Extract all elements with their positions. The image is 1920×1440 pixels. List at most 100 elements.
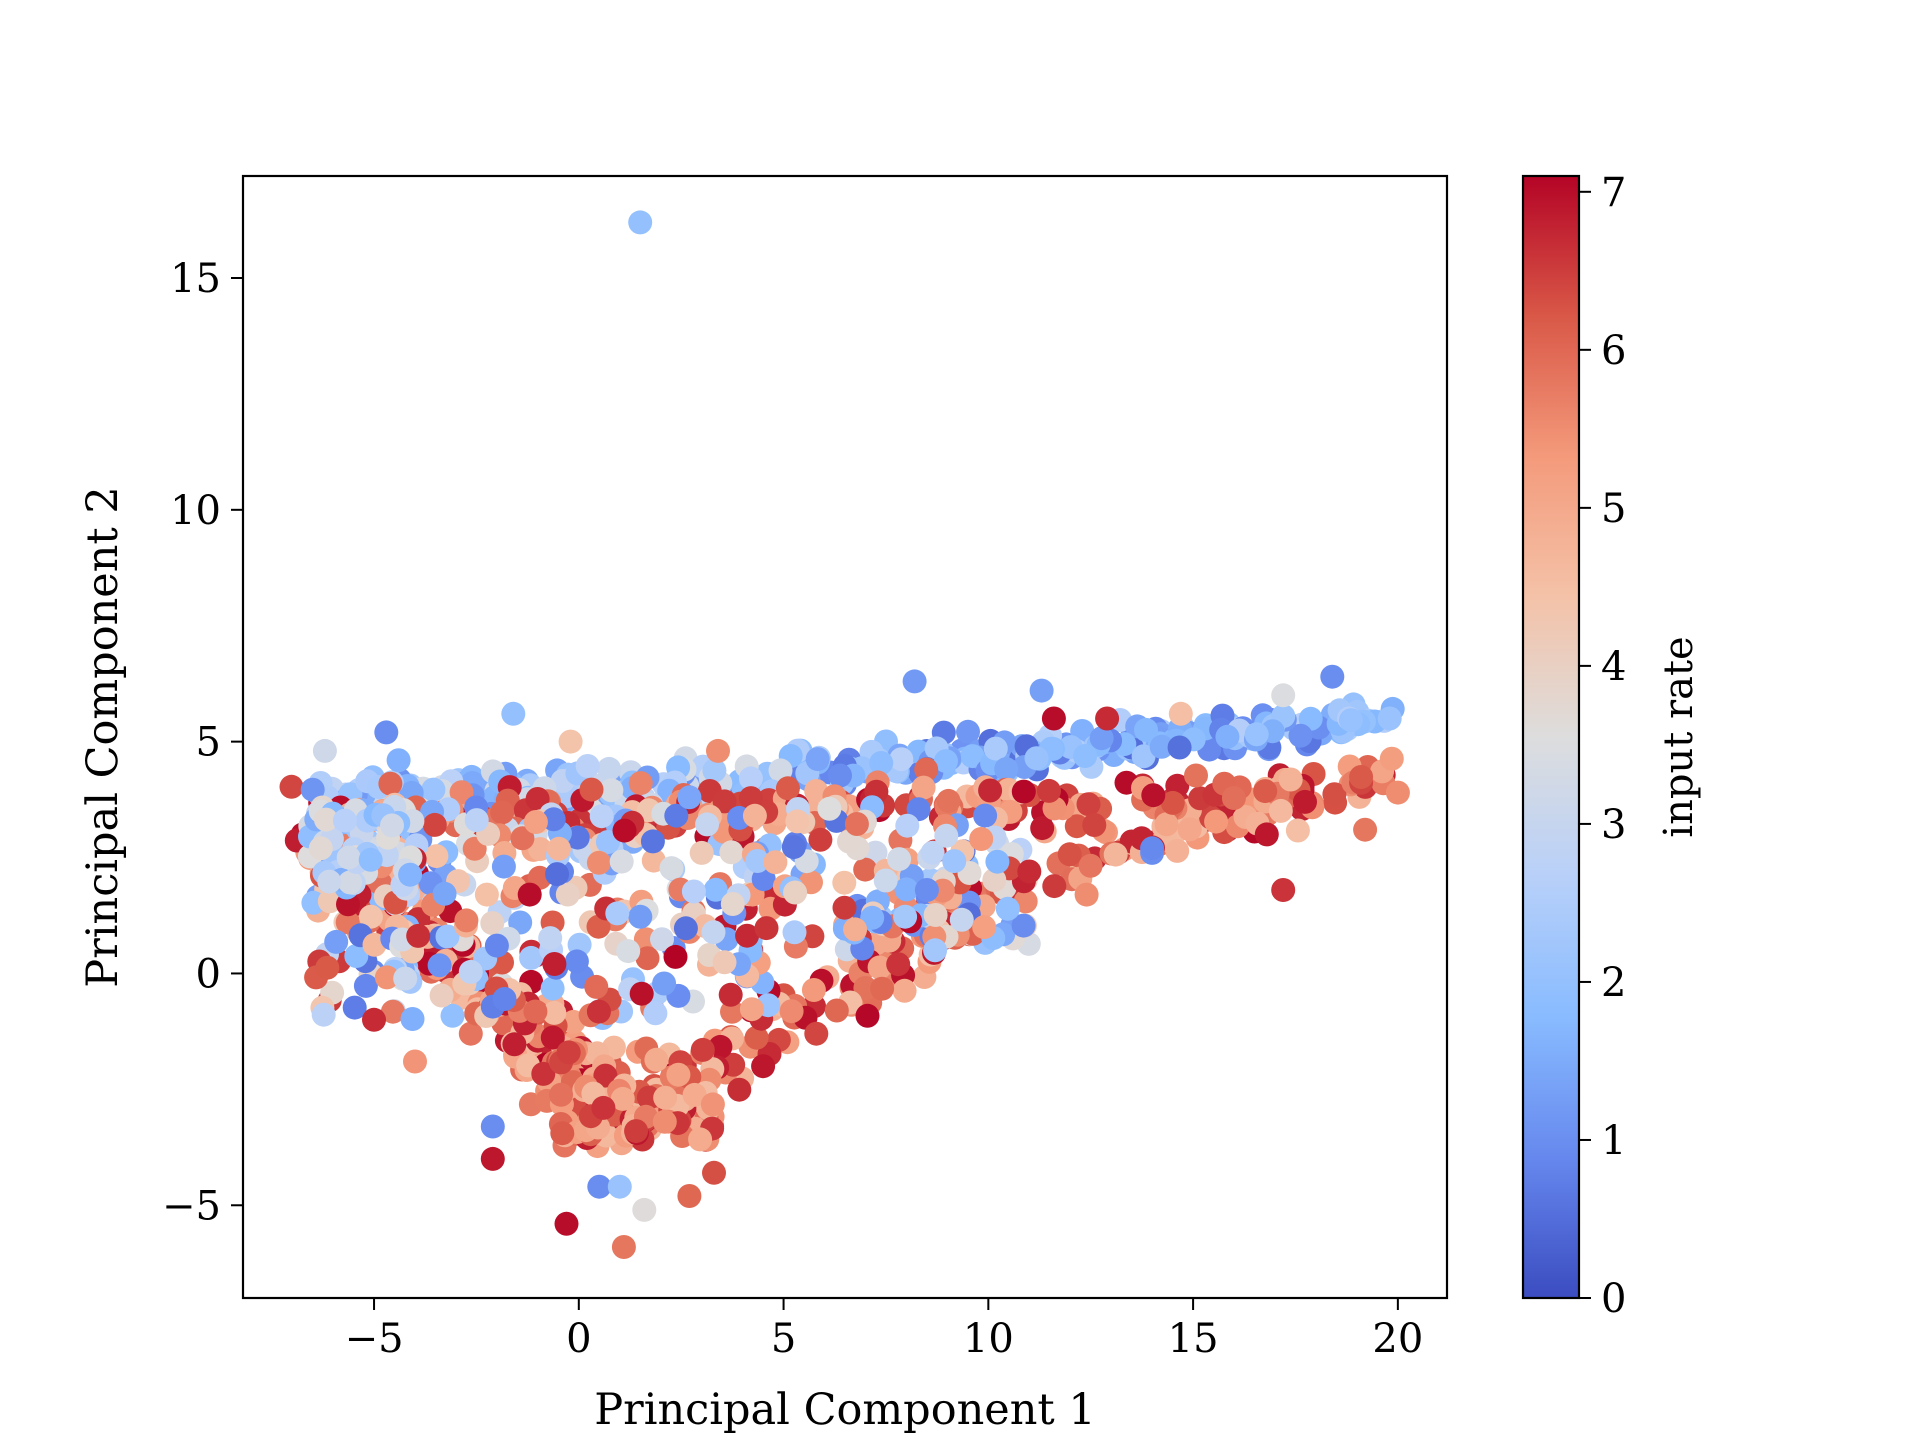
scatter-point bbox=[978, 778, 1003, 803]
scatter-point bbox=[1134, 717, 1158, 742]
scatter-point bbox=[635, 946, 660, 971]
scatter-point bbox=[895, 813, 920, 838]
scatter-point bbox=[914, 757, 939, 782]
x-tick-label: 20 bbox=[1372, 1316, 1423, 1362]
scatter-point bbox=[429, 983, 454, 1008]
scatter-point bbox=[663, 944, 688, 969]
scatter-point bbox=[616, 939, 641, 964]
scatter-point bbox=[501, 701, 526, 726]
scatter-point bbox=[1011, 779, 1036, 804]
scatter-point bbox=[985, 849, 1010, 874]
scatter-point bbox=[817, 796, 842, 821]
scatter-point bbox=[491, 854, 516, 879]
scatter-point bbox=[1141, 783, 1166, 808]
scatter-point bbox=[558, 729, 583, 754]
scatter-point bbox=[490, 800, 515, 825]
scatter-point bbox=[464, 808, 489, 833]
scatter-point bbox=[1268, 798, 1293, 823]
colorbar-tick-label: 0 bbox=[1601, 1276, 1626, 1322]
scatter-point bbox=[775, 776, 800, 801]
scatter-point bbox=[317, 889, 342, 914]
scatter-point bbox=[712, 950, 737, 975]
scatter-point bbox=[972, 915, 997, 940]
scatter-point bbox=[427, 953, 452, 978]
colorbar-title: input rate bbox=[1656, 636, 1702, 837]
scatter-point bbox=[973, 803, 998, 828]
scatter-point bbox=[892, 978, 917, 1003]
scatter-point bbox=[1057, 842, 1082, 867]
scatter-point bbox=[403, 1049, 427, 1074]
scatter-point bbox=[480, 1146, 505, 1171]
scatter-point bbox=[701, 920, 726, 945]
y-tick-label: 10 bbox=[170, 488, 221, 534]
scatter-point bbox=[308, 836, 333, 861]
scatter-point bbox=[653, 1085, 678, 1110]
scatter-point bbox=[870, 976, 895, 1001]
scatter-point bbox=[1177, 817, 1202, 842]
scatter-point bbox=[386, 748, 411, 773]
scatter-point bbox=[1154, 812, 1179, 837]
scatter-point bbox=[666, 1062, 691, 1087]
colorbar-tick-label: 4 bbox=[1601, 644, 1626, 690]
scatter-point bbox=[523, 810, 548, 834]
scatter-point bbox=[599, 778, 624, 803]
scatter-point bbox=[781, 835, 806, 860]
x-tick-label: 15 bbox=[1168, 1316, 1219, 1362]
scatter-point bbox=[628, 210, 653, 235]
scatter-point bbox=[440, 1003, 465, 1028]
scatter-point bbox=[824, 998, 849, 1023]
scatter-point bbox=[531, 1061, 556, 1086]
scatter-point bbox=[1385, 780, 1410, 805]
scatter-point bbox=[362, 1007, 386, 1032]
scatter-point bbox=[300, 777, 325, 802]
scatter-point bbox=[886, 952, 911, 977]
scatter-point bbox=[681, 879, 706, 904]
scatter-point bbox=[1030, 816, 1055, 841]
scatter-point bbox=[422, 812, 447, 837]
scatter-point bbox=[801, 978, 826, 1002]
scatter-point bbox=[380, 813, 404, 838]
scatter-point bbox=[344, 944, 369, 968]
scatter-point bbox=[894, 877, 919, 902]
scatter-point bbox=[702, 1160, 726, 1185]
colorbar-ticks: 0 1 2 3 4 5 6 7 bbox=[1579, 170, 1626, 1322]
scatter-point bbox=[1168, 701, 1193, 726]
scatter-point bbox=[1244, 722, 1269, 747]
scatter-point bbox=[374, 965, 399, 990]
scatter-point bbox=[690, 1037, 715, 1062]
scatter-point bbox=[893, 904, 918, 929]
scatter-point bbox=[949, 907, 974, 932]
scatter-point bbox=[1131, 744, 1156, 769]
scatter-point bbox=[1011, 913, 1036, 938]
scatter-point bbox=[914, 878, 939, 902]
scatter-point bbox=[279, 774, 304, 799]
scatter-point bbox=[549, 1082, 573, 1107]
scatter-point bbox=[314, 807, 338, 832]
scatter-point bbox=[853, 857, 878, 882]
y-tick-label: −5 bbox=[162, 1183, 221, 1229]
scatter-point bbox=[564, 949, 589, 974]
colorbar-frame bbox=[1521, 174, 1581, 1300]
scatter-point bbox=[517, 882, 542, 907]
scatter-point bbox=[1165, 838, 1190, 863]
scatter-point bbox=[1285, 818, 1310, 843]
scatter-point bbox=[719, 840, 744, 865]
scatter-point bbox=[398, 862, 423, 887]
y-tick-label: 5 bbox=[196, 720, 221, 766]
scatter-point bbox=[424, 844, 449, 869]
scatter-point bbox=[751, 867, 776, 892]
scatter-point bbox=[624, 1119, 649, 1144]
scatter-point bbox=[702, 758, 727, 783]
scatter-point bbox=[612, 818, 637, 843]
scatter-point bbox=[1160, 790, 1185, 815]
scatter-point bbox=[575, 754, 600, 778]
scatter-point bbox=[454, 908, 479, 933]
scatter-point bbox=[844, 812, 869, 836]
scatter-point bbox=[889, 747, 914, 772]
scatter-point bbox=[554, 1211, 579, 1236]
scatter-point bbox=[586, 850, 611, 875]
scatter-point bbox=[682, 1082, 707, 1107]
scatter-point bbox=[556, 1040, 581, 1065]
scatter-point bbox=[1221, 786, 1246, 810]
